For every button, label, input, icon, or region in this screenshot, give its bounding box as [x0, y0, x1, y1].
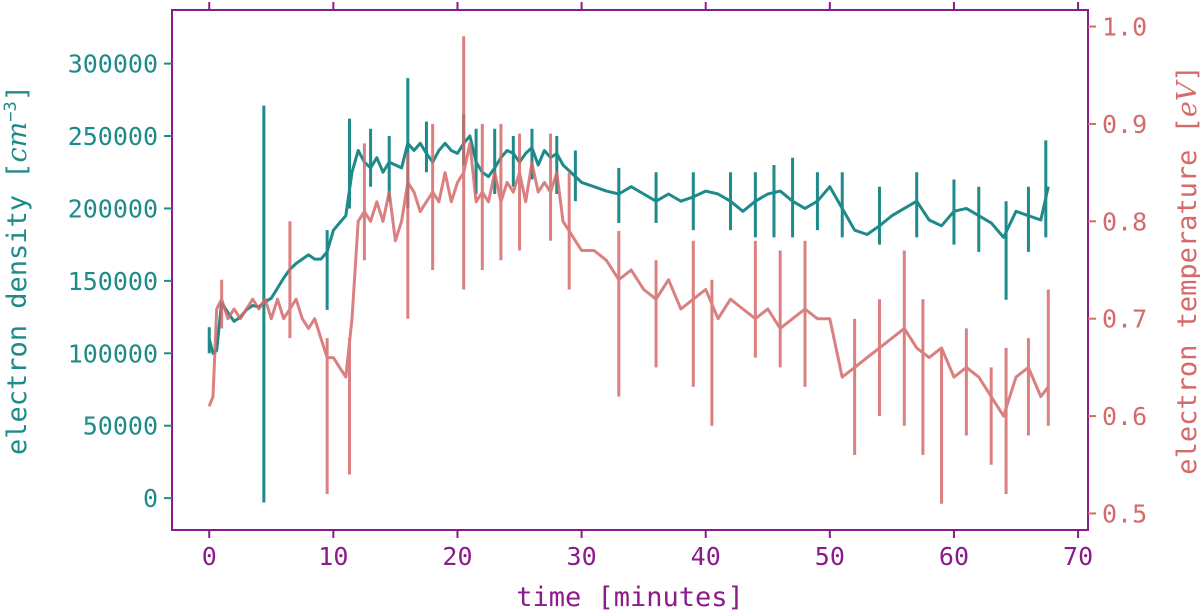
series-line — [207, 134, 1050, 355]
y-right-tick-label: 0.6 — [1102, 402, 1147, 431]
y-right-tick-label: 0.8 — [1102, 207, 1147, 236]
x-tick-label: 50 — [815, 542, 845, 571]
x-tick-label: 60 — [939, 542, 969, 571]
x-tick-label: 20 — [442, 542, 472, 571]
y-right-tick-label: 0.9 — [1102, 110, 1147, 139]
x-tick-label: 0 — [202, 542, 217, 571]
y-axis-right-title: electron temperature [eV] — [1172, 65, 1200, 474]
x-tick-label: 40 — [691, 542, 721, 571]
y-left-title-unit: cm — [2, 122, 33, 163]
y-left-tick-label: 100000 — [68, 339, 158, 368]
y-right-tick-label: 1.0 — [1102, 13, 1147, 42]
y-left-title-exp: −3 — [1, 101, 21, 121]
y-left-tick-label: 300000 — [68, 50, 158, 79]
x-axis-title: time [minutes] — [516, 582, 744, 613]
axis-layer: 0 10 20 30 40 50 60 70 0 50000 100000 150000 200000 2… — [68, 2, 1147, 571]
y-left-title-text: electron density [ — [2, 162, 33, 455]
x-tick-label: 30 — [567, 542, 597, 571]
y-right-title-close: ] — [1172, 65, 1200, 81]
y-left-tick-label: 0 — [143, 484, 158, 513]
y-left-title-close: ] — [2, 85, 33, 101]
y-left-tick-label: 50000 — [83, 412, 158, 441]
x-tick-label: 70 — [1063, 542, 1093, 571]
series-line — [207, 141, 1050, 418]
y-right-title-text: electron temperature [ — [1172, 117, 1200, 475]
y-right-tick-label: 0.5 — [1102, 499, 1147, 528]
y-left-tick-label: 250000 — [68, 122, 158, 151]
y-axis-left-title: electron density [cm−3] — [1, 85, 33, 455]
temperature-series — [207, 36, 1050, 504]
y-left-tick-label: 200000 — [68, 194, 158, 223]
y-right-tick-label: 0.7 — [1102, 305, 1147, 334]
y-right-title-unit: eV — [1172, 79, 1200, 117]
x-tick-label: 10 — [318, 542, 348, 571]
density-series — [207, 78, 1050, 503]
plot-frame — [171, 9, 1089, 531]
y-left-tick-label: 150000 — [68, 267, 158, 296]
series-layer — [207, 36, 1050, 504]
